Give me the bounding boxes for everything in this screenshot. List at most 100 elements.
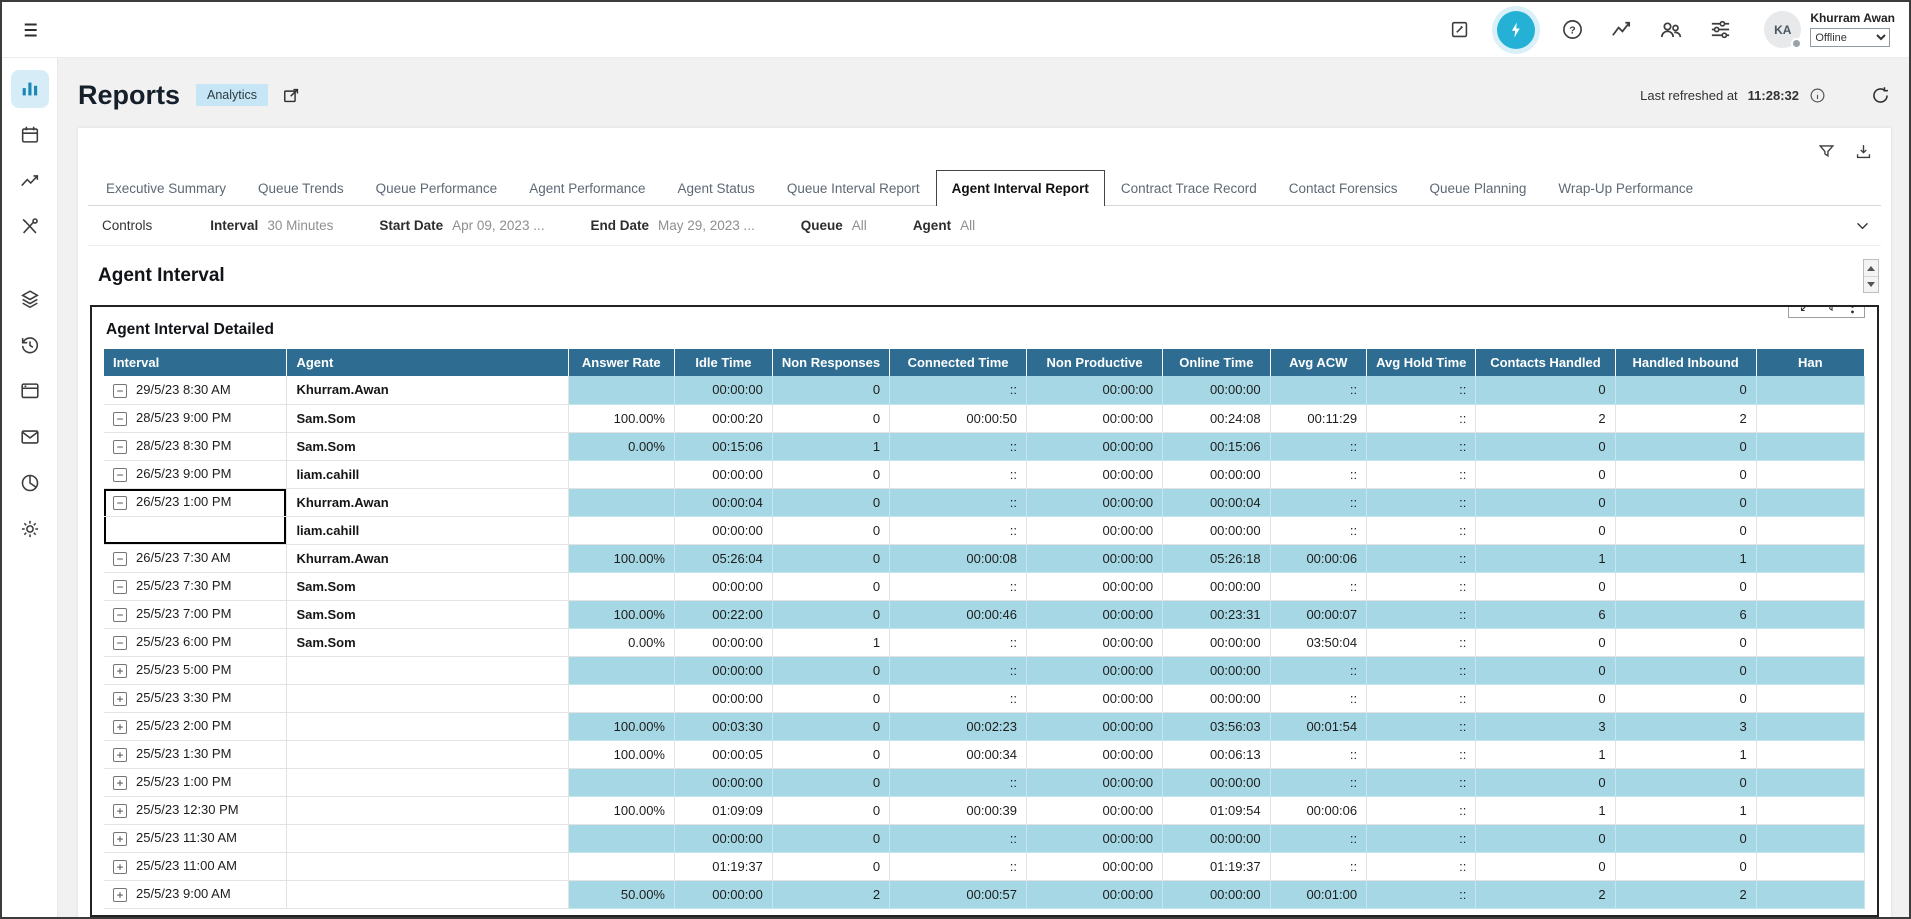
agent-cell[interactable]: Sam.Som <box>286 432 569 461</box>
metric-cell[interactable] <box>568 824 675 853</box>
metric-cell[interactable]: 00:00:00 <box>1162 628 1271 657</box>
hamburger-menu-button[interactable] <box>22 19 44 41</box>
metric-cell[interactable]: 00:00:00 <box>1162 768 1271 797</box>
agent-cell[interactable] <box>286 824 569 853</box>
metric-cell[interactable]: 0 <box>772 656 891 685</box>
metric-cell[interactable]: 00:00:06 <box>1270 544 1368 573</box>
expand-row-button[interactable]: + <box>113 831 127 846</box>
metric-cell[interactable]: 00:22:00 <box>674 600 773 629</box>
agent-cell[interactable] <box>286 712 569 741</box>
interval-cell[interactable]: +25/5/23 1:00 PM <box>104 768 288 797</box>
metric-cell[interactable] <box>1756 600 1866 629</box>
metric-cell[interactable]: 00:00:00 <box>1026 852 1164 881</box>
metric-cell[interactable]: 00:15:06 <box>674 432 773 461</box>
metric-cell[interactable]: 00:01:00 <box>1270 880 1368 909</box>
metric-cell[interactable]: 00:00:05 <box>674 740 773 769</box>
metric-cell[interactable]: 05:26:18 <box>1162 544 1271 573</box>
metric-cell[interactable]: 2 <box>1615 880 1757 909</box>
interval-cell[interactable]: +25/5/23 11:00 AM <box>104 852 288 881</box>
metric-cell[interactable]: 0 <box>772 488 891 517</box>
metric-cell[interactable]: 03:56:03 <box>1162 712 1271 741</box>
metric-cell[interactable] <box>568 460 675 489</box>
collapse-row-button[interactable]: − <box>113 579 127 594</box>
metric-cell[interactable]: 6 <box>1615 600 1757 629</box>
expand-row-button[interactable]: + <box>113 719 127 734</box>
metric-cell[interactable] <box>1756 628 1866 657</box>
tab-queue-trends[interactable]: Queue Trends <box>258 181 344 196</box>
metric-cell[interactable]: :: <box>1270 684 1368 713</box>
metric-cell[interactable]: 2 <box>1475 880 1616 909</box>
metric-cell[interactable]: :: <box>1366 488 1477 517</box>
metric-cell[interactable]: 00:00:00 <box>1026 880 1164 909</box>
column-header-han[interactable]: Han <box>1756 349 1866 376</box>
metric-cell[interactable] <box>568 488 675 517</box>
metric-cell[interactable]: :: <box>1270 852 1368 881</box>
metric-cell[interactable]: 00:00:00 <box>1162 656 1271 685</box>
collapse-row-button[interactable]: − <box>113 411 127 426</box>
metric-cell[interactable]: 01:09:54 <box>1162 796 1271 825</box>
interval-cell[interactable]: −26/5/23 7:30 AM <box>104 544 288 573</box>
metric-cell[interactable]: :: <box>889 656 1027 685</box>
agent-cell[interactable] <box>286 852 569 881</box>
metric-cell[interactable]: 1 <box>1475 740 1616 769</box>
agent-cell[interactable]: liam.cahill <box>286 516 569 545</box>
metric-cell[interactable] <box>1756 460 1866 489</box>
metric-cell[interactable] <box>1756 852 1866 881</box>
metric-cell[interactable]: :: <box>1270 460 1368 489</box>
metric-cell[interactable]: :: <box>1366 544 1477 573</box>
column-header-non-productive[interactable]: Non Productive <box>1026 349 1164 376</box>
metric-cell[interactable]: 0 <box>772 600 891 629</box>
metric-cell[interactable]: 00:00:00 <box>1162 460 1271 489</box>
metric-cell[interactable]: 0 <box>1475 432 1616 461</box>
metric-cell[interactable]: 00:00:00 <box>1026 572 1164 601</box>
agent-cell[interactable]: Sam.Som <box>286 404 569 433</box>
interval-cell[interactable]: +25/5/23 12:30 PM <box>104 796 288 825</box>
panel-more-button[interactable] <box>1850 307 1855 314</box>
metric-cell[interactable]: 00:00:00 <box>674 880 773 909</box>
metrics-button[interactable] <box>1610 18 1633 41</box>
metric-cell[interactable]: 3 <box>1475 712 1616 741</box>
metric-cell[interactable] <box>1756 684 1866 713</box>
metric-cell[interactable] <box>1756 572 1866 601</box>
metric-cell[interactable]: 00:00:00 <box>674 572 773 601</box>
expand-row-button[interactable]: + <box>113 887 127 902</box>
metric-cell[interactable]: 0 <box>772 740 891 769</box>
metric-cell[interactable]: 00:00:00 <box>674 460 773 489</box>
column-header-connected-time[interactable]: Connected Time <box>889 349 1027 376</box>
metric-cell[interactable]: :: <box>1270 824 1368 853</box>
metric-cell[interactable]: 0 <box>1615 432 1757 461</box>
metric-cell[interactable]: :: <box>1270 656 1368 685</box>
metric-cell[interactable]: 100.00% <box>568 600 675 629</box>
collapse-row-button[interactable]: − <box>113 467 127 482</box>
sidebar-item-mail[interactable] <box>11 418 49 456</box>
metric-cell[interactable]: 100.00% <box>568 712 675 741</box>
agent-cell[interactable]: Sam.Som <box>286 600 569 629</box>
agent-cell[interactable] <box>286 684 569 713</box>
column-header-avg-acw[interactable]: Avg ACW <box>1270 349 1368 376</box>
metric-cell[interactable]: 00:03:30 <box>674 712 773 741</box>
expand-row-button[interactable]: + <box>113 803 127 818</box>
metric-cell[interactable] <box>1756 824 1866 853</box>
users-button[interactable] <box>1659 18 1683 42</box>
interval-cell[interactable]: +25/5/23 9:00 AM <box>104 880 288 909</box>
tab-contact-forensics[interactable]: Contact Forensics <box>1288 181 1398 196</box>
metric-cell[interactable] <box>1756 376 1866 405</box>
filter-agent[interactable]: Agent All <box>913 218 975 233</box>
metric-cell[interactable]: 6 <box>1475 600 1616 629</box>
metric-cell[interactable]: :: <box>1270 740 1368 769</box>
metric-cell[interactable] <box>568 852 675 881</box>
metric-cell[interactable]: 03:50:04 <box>1270 628 1368 657</box>
metric-cell[interactable]: 00:00:00 <box>1026 460 1164 489</box>
metric-cell[interactable]: 0 <box>772 460 891 489</box>
tab-queue-planning[interactable]: Queue Planning <box>1429 181 1527 196</box>
metric-cell[interactable]: 00:00:00 <box>1026 600 1164 629</box>
agent-cell[interactable]: Khurram.Awan <box>286 544 569 573</box>
interval-cell[interactable]: −28/5/23 9:00 PM <box>104 404 288 433</box>
metric-cell[interactable]: 00:00:00 <box>1162 516 1271 545</box>
collapse-row-button[interactable]: − <box>113 635 127 650</box>
metric-cell[interactable]: 0 <box>1615 768 1757 797</box>
column-header-interval[interactable]: Interval <box>104 349 288 376</box>
metric-cell[interactable]: 00:00:00 <box>1026 628 1164 657</box>
interval-cell[interactable]: −25/5/23 7:30 PM <box>104 572 288 601</box>
filter-queue[interactable]: Queue All <box>801 218 867 233</box>
